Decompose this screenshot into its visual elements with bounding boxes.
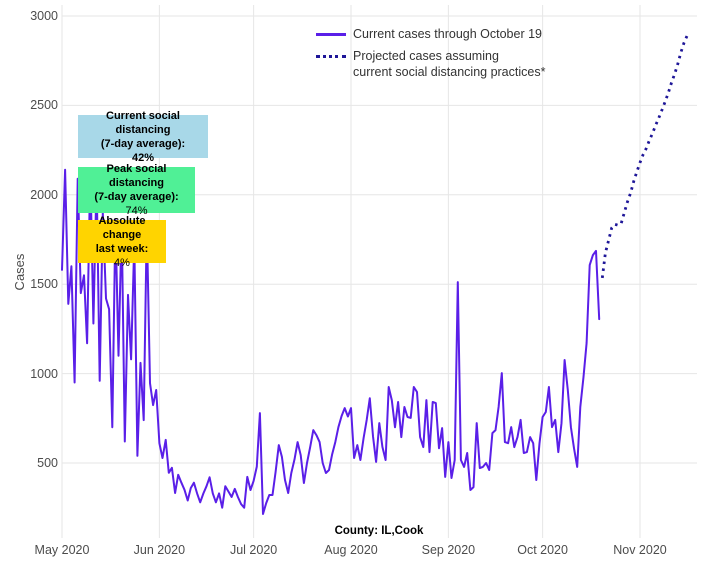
x-axis-title: County: IL,Cook <box>334 525 424 537</box>
legend-item-current-cases[interactable]: Current cases through October 19 <box>316 26 545 42</box>
x-tick-label: May 2020 <box>34 543 90 557</box>
annotation-current-social-distancing: Current social distancing (7-day average… <box>78 110 208 164</box>
solid-line-swatch-icon <box>316 33 346 36</box>
projected-cases-line <box>600 35 689 279</box>
annotation-subtitle: (7-day average): <box>94 191 179 203</box>
legend-label-current: Current cases through October 19 <box>353 27 542 41</box>
annotation-title: Peak social distancing <box>106 163 167 189</box>
x-tick-label: Jul 2020 <box>229 543 278 557</box>
annotation-absolute-change: Absolute change last week: 4% <box>78 215 166 269</box>
legend-label-projected-line1: Projected cases assuming <box>353 49 499 63</box>
y-axis-title: Cases <box>12 253 27 291</box>
annotation-peak-social-distancing: Peak social distancing (7-day average): … <box>78 163 195 217</box>
legend: Current cases through October 19 Project… <box>316 26 545 86</box>
x-tick-label: Aug 2020 <box>324 543 378 557</box>
x-tick-label: Jun 2020 <box>133 543 186 557</box>
legend-label-projected-line2: current social distancing practices* <box>353 65 546 79</box>
annotation-title: Current social distancing <box>106 109 180 136</box>
legend-item-projected-cases[interactable]: Projected cases assuming current social … <box>316 48 545 80</box>
annotation-subtitle: last week: <box>95 242 149 255</box>
y-tick-label: 3000 <box>30 9 58 23</box>
dotted-line-swatch-icon <box>316 55 346 58</box>
annotation-subtitle: (7-day average): <box>100 137 186 150</box>
annotation-value: 74% <box>125 205 148 217</box>
x-tick-label: Sep 2020 <box>421 543 476 557</box>
x-tick-label: Nov 2020 <box>613 543 667 557</box>
y-tick-label: 1000 <box>30 366 58 381</box>
legend-label-projected: Projected cases assuming current social … <box>353 48 545 80</box>
annotation-value: 4% <box>114 256 130 269</box>
y-tick-label: 1500 <box>30 277 58 292</box>
current-cases-line <box>61 167 601 515</box>
x-tick-label: Oct 2020 <box>517 543 568 557</box>
y-tick-label: 2000 <box>30 187 58 202</box>
y-tick-label: 2500 <box>30 98 58 113</box>
y-tick-label: 500 <box>37 456 58 470</box>
annotation-title: Absolute change <box>98 214 146 241</box>
annotation-value: 42% <box>131 151 155 164</box>
